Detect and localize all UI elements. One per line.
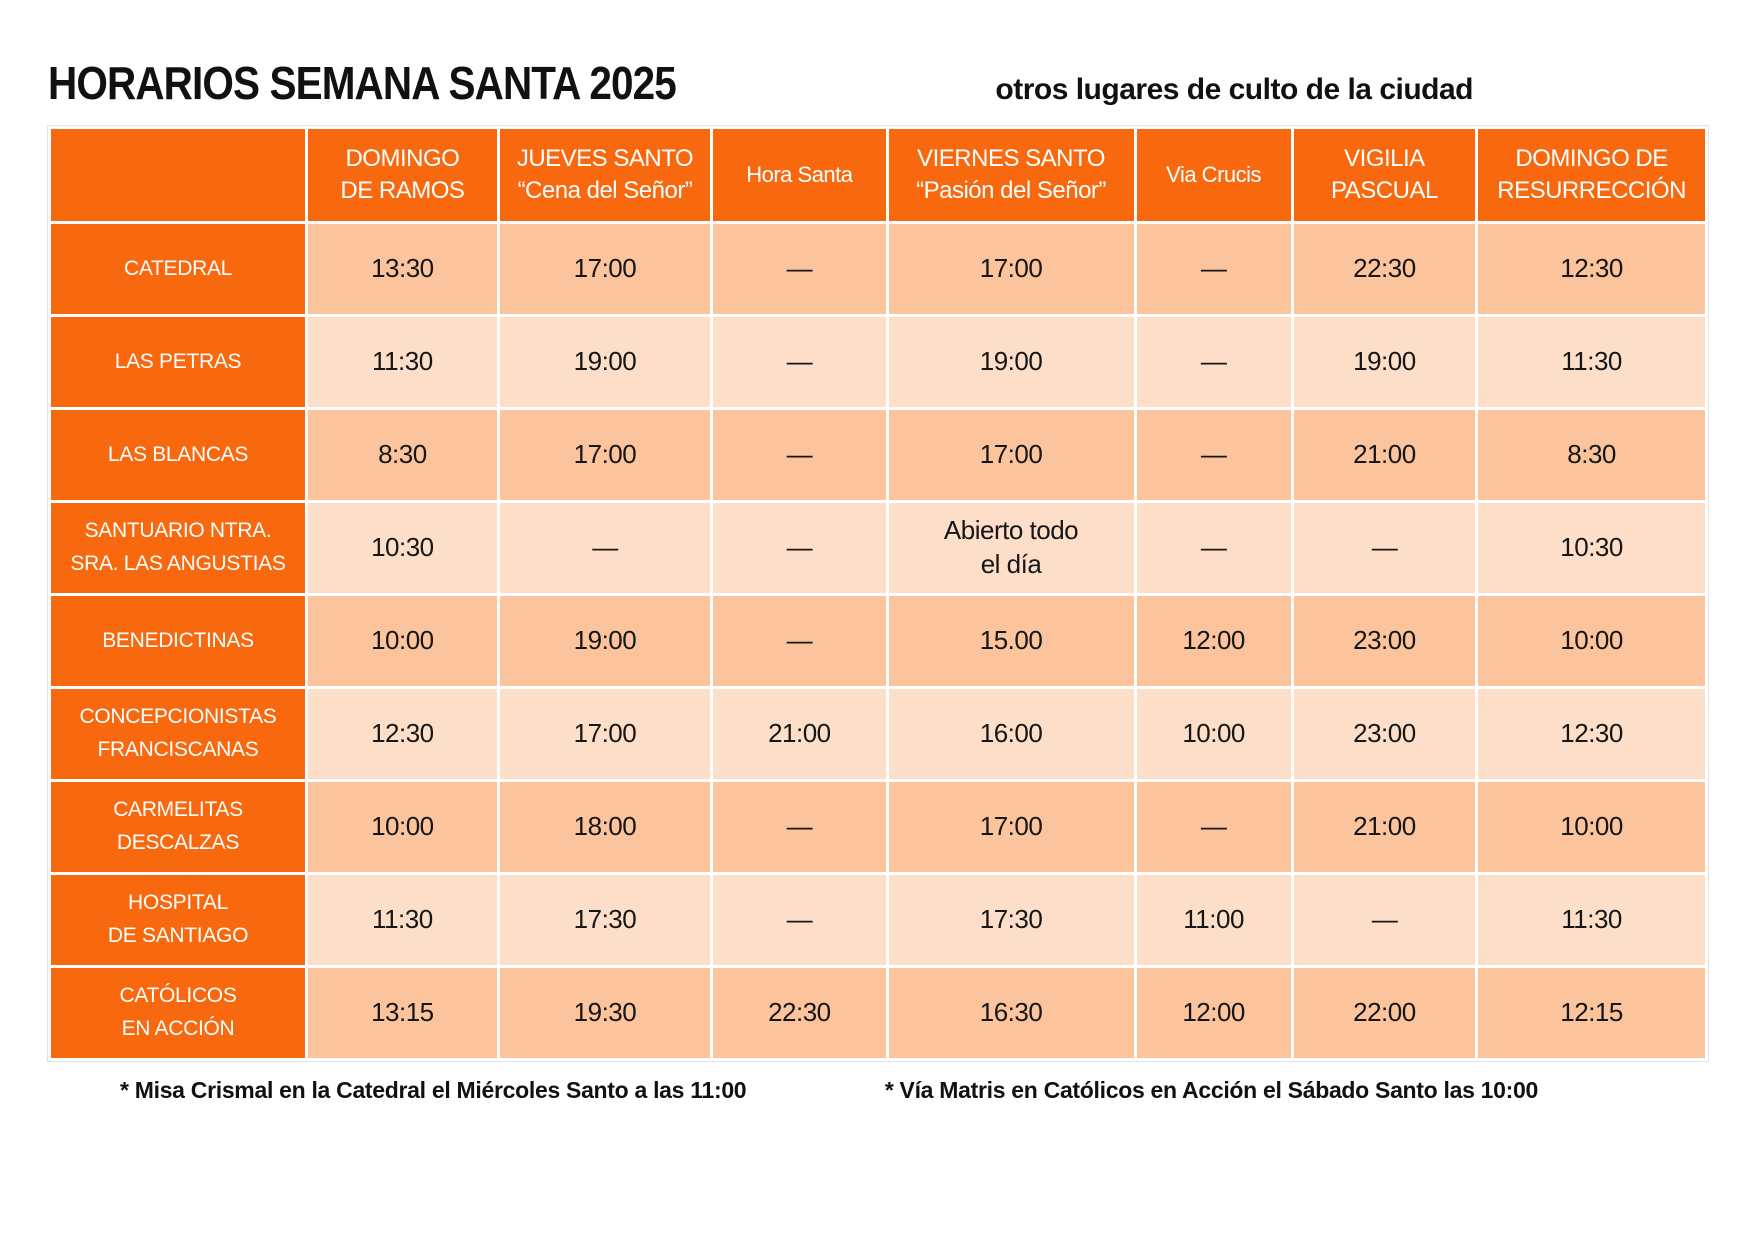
page-title: HORARIOS SEMANA SANTA 2025 — [48, 57, 677, 109]
time-cell: — — [713, 224, 886, 314]
time-cell: 8:30 — [308, 410, 497, 500]
time-cell: 12:30 — [1478, 224, 1705, 314]
schedule-table: DOMINGO DE RAMOS JUEVES SANTO “Cena del Señ… — [47, 125, 1709, 1062]
time-cell: — — [1136, 317, 1291, 407]
table-row: LAS PETRAS 11:30 19:00—19:00—19:00 11:30 — [51, 317, 1705, 407]
time-cell: 21:00 — [1293, 782, 1476, 872]
footnote-left: * Misa Crismal en la Catedral el Miércol… — [120, 1077, 747, 1103]
column-header: DOMINGO DE RESURRECCIÓN — [1478, 129, 1705, 221]
time-cell: 22:30 — [1293, 224, 1476, 314]
time-cell: — — [499, 503, 711, 593]
time-cell: 12:00 — [1136, 596, 1291, 686]
footnotes: * Misa Crismal en la Catedral el Miércol… — [48, 1061, 1708, 1104]
column-header: Via Crucis — [1136, 129, 1291, 221]
time-cell: 18:00 — [499, 782, 711, 872]
time-cell: 12:30 — [1478, 689, 1705, 779]
time-cell: 23:00 — [1293, 689, 1476, 779]
table-row: HOSPITAL DE SANTIAGO 11:30 17:30—17:30 11:00… — [51, 875, 1705, 965]
time-cell: — — [713, 782, 886, 872]
row-label: SANTUARIO NTRA. SRA. LAS ANGUSTIAS — [51, 503, 306, 593]
time-cell: 17:00 — [888, 410, 1134, 500]
time-cell: 19:00 — [888, 317, 1134, 407]
time-cell: 10:30 — [308, 503, 497, 593]
time-cell: 19:00 — [499, 596, 711, 686]
time-cell: 13:30 — [308, 224, 497, 314]
time-cell: 16:30 — [888, 968, 1134, 1058]
time-cell: 17:00 — [888, 782, 1134, 872]
time-cell: 17:00 — [888, 224, 1134, 314]
time-cell: 13:15 — [308, 968, 497, 1058]
footnote-right: * Vía Matris en Católicos en Acción el S… — [884, 1077, 1538, 1103]
row-label: LAS PETRAS — [51, 317, 306, 407]
time-cell: 19:30 — [499, 968, 711, 1058]
schedule-table-body: CATEDRAL 13:30 17:00—17:00—22:30 12:30 LAS P… — [51, 224, 1705, 1058]
time-cell: — — [1293, 875, 1476, 965]
time-cell: 17:30 — [499, 875, 711, 965]
row-label: BENEDICTINAS — [51, 596, 306, 686]
time-cell: — — [1136, 224, 1291, 314]
page-header: HORARIOS SEMANA SANTA 2025 otros lugares… — [48, 44, 1711, 106]
row-label: CATÓLICOS EN ACCIÓN — [51, 968, 306, 1058]
row-label: LAS BLANCAS — [51, 410, 306, 500]
table-row: LAS BLANCAS 8:30 17:00—17:00—21:00 8:30 — [51, 410, 1705, 500]
time-cell: — — [1136, 782, 1291, 872]
time-cell: 11:30 — [308, 875, 497, 965]
schedule-table-head-row: DOMINGO DE RAMOS JUEVES SANTO “Cena del Señ… — [51, 129, 1705, 221]
time-cell: 11:00 — [1136, 875, 1291, 965]
column-header: VIERNES SANTO “Pasión del Señor” — [888, 129, 1134, 221]
time-cell: 12:00 — [1136, 968, 1291, 1058]
time-cell: 16:00 — [888, 689, 1134, 779]
column-header: Hora Santa — [713, 129, 886, 221]
row-label: CARMELITAS DESCALZAS — [51, 782, 306, 872]
time-cell: 11:30 — [1478, 317, 1705, 407]
time-cell: 8:30 — [1478, 410, 1705, 500]
column-header: JUEVES SANTO “Cena del Señor” — [499, 129, 711, 221]
time-cell: 17:30 — [888, 875, 1134, 965]
time-cell: 10:00 — [308, 782, 497, 872]
table-row: CONCEPCIONISTAS FRANCISCANAS 12:30 17:00 21:… — [51, 689, 1705, 779]
time-cell: 23:00 — [1293, 596, 1476, 686]
page-subtitle: otros lugares de culto de la ciudad — [995, 73, 1473, 106]
time-cell: — — [713, 503, 886, 593]
table-row: CATEDRAL 13:30 17:00—17:00—22:30 12:30 — [51, 224, 1705, 314]
time-cell: 22:00 — [1293, 968, 1476, 1058]
time-cell: 10:30 — [1478, 503, 1705, 593]
time-cell: 21:00 — [713, 689, 886, 779]
table-row: BENEDICTINAS 10:00 19:00—15.00 12:00 23:00 10… — [51, 596, 1705, 686]
time-cell: 19:00 — [1293, 317, 1476, 407]
time-cell: 15.00 — [888, 596, 1134, 686]
time-cell: 10:00 — [1478, 596, 1705, 686]
time-cell: 10:00 — [1136, 689, 1291, 779]
table-row: CATÓLICOS EN ACCIÓN 13:15 19:30 22:30 16:30 12… — [51, 968, 1705, 1058]
time-cell: 11:30 — [308, 317, 497, 407]
time-cell: 12:30 — [308, 689, 497, 779]
time-cell: 19:00 — [499, 317, 711, 407]
time-cell: — — [713, 875, 886, 965]
time-cell: 17:00 — [499, 689, 711, 779]
time-cell: 22:30 — [713, 968, 886, 1058]
table-row: SANTUARIO NTRA. SRA. LAS ANGUSTIAS 10:30— —… — [51, 503, 1705, 593]
time-cell: — — [713, 317, 886, 407]
column-header: DOMINGO DE RAMOS — [308, 129, 497, 221]
row-label: CONCEPCIONISTAS FRANCISCANAS — [51, 689, 306, 779]
corner-cell — [51, 129, 306, 221]
time-cell: 11:30 — [1478, 875, 1705, 965]
row-label: CATEDRAL — [51, 224, 306, 314]
time-cell: — — [1136, 503, 1291, 593]
time-cell: 17:00 — [499, 410, 711, 500]
column-header: VIGILIA PASCUAL — [1293, 129, 1476, 221]
time-cell: — — [1293, 503, 1476, 593]
time-cell: — — [713, 596, 886, 686]
time-cell: 10:00 — [1478, 782, 1705, 872]
time-cell: Abierto todo el día — [888, 503, 1134, 593]
time-cell: — — [1136, 410, 1291, 500]
time-cell: 21:00 — [1293, 410, 1476, 500]
time-cell: — — [713, 410, 886, 500]
time-cell: 17:00 — [499, 224, 711, 314]
row-label: HOSPITAL DE SANTIAGO — [51, 875, 306, 965]
time-cell: 10:00 — [308, 596, 497, 686]
table-row: CARMELITAS DESCALZAS 10:00 18:00—17:00—21:0… — [51, 782, 1705, 872]
time-cell: 12:15 — [1478, 968, 1705, 1058]
